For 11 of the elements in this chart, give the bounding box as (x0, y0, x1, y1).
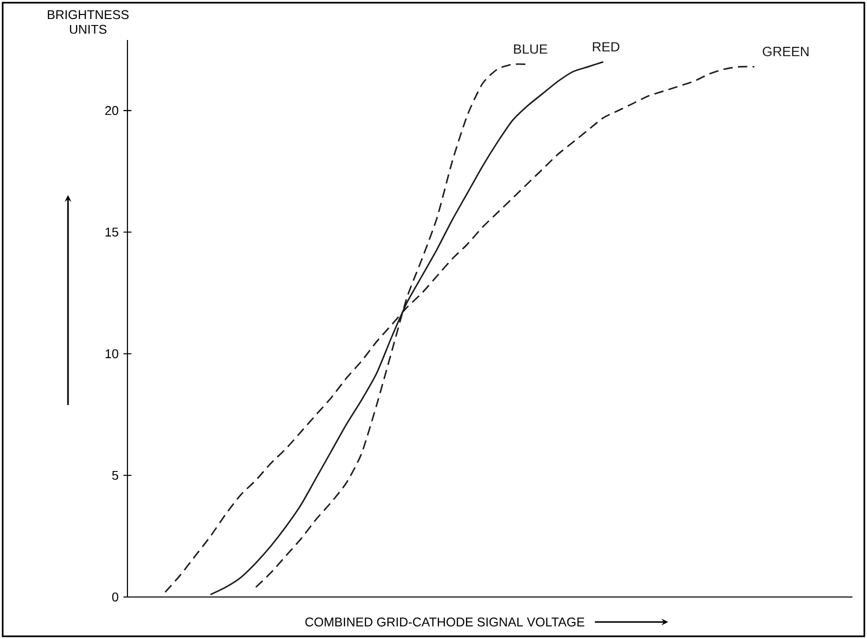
y-tick-label: 5 (112, 470, 118, 480)
y-tick-label: 15 (106, 228, 118, 237)
y-tick-label: 10 (106, 349, 118, 358)
x-axis-title: COMBINED GRID-CATHODE SIGNAL VOLTAGE (305, 618, 584, 626)
y-axis-title: BRIGHTNESS UNITS (48, 10, 129, 34)
series-label: RED (592, 42, 620, 52)
series-label: BLUE (514, 44, 548, 54)
y-tick-label: 20 (105, 106, 118, 116)
series-label: GREEN (762, 46, 808, 56)
line-series (164, 66, 756, 593)
y-tick-label: 0 (112, 592, 118, 602)
